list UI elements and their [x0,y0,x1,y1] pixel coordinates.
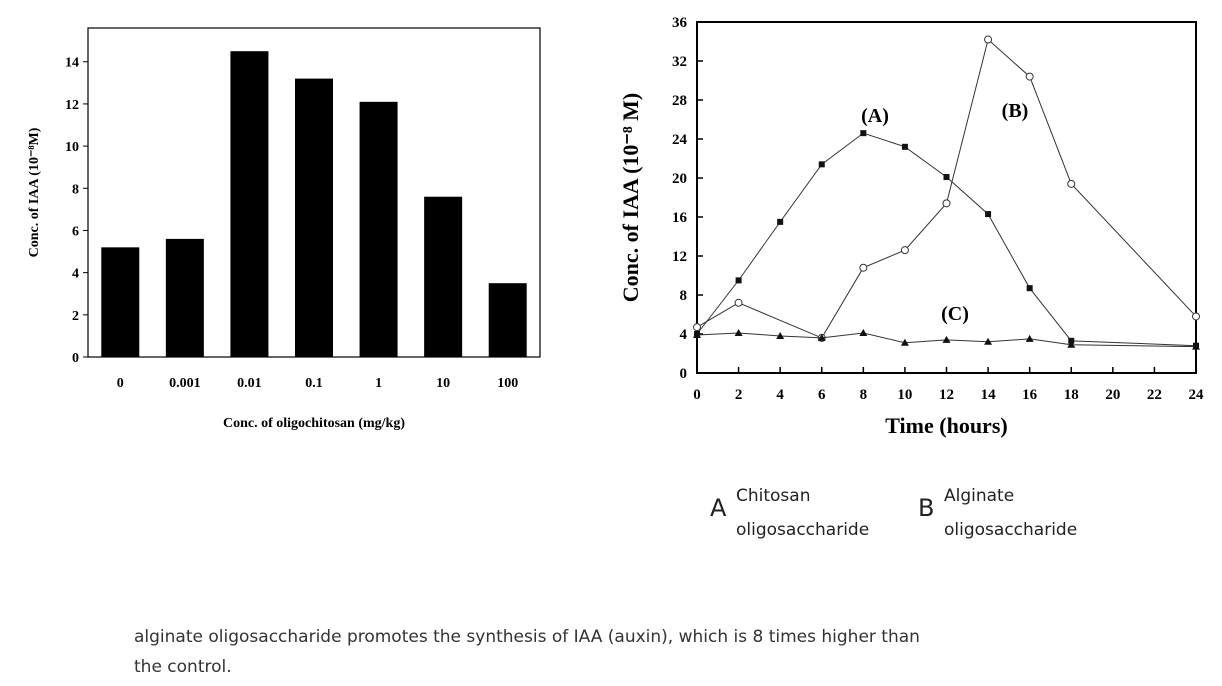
marker [901,143,908,150]
x-tick-label: 16 [1022,387,1038,403]
series-line [696,38,1197,339]
x-tick-label: 2 [735,387,743,403]
marker [777,218,784,225]
marker [984,337,993,345]
bar [230,51,269,357]
marker [985,211,992,218]
x-tick-label: 10 [897,387,912,403]
marker [734,298,743,307]
series-label: (A) [861,105,889,127]
x-tick-label: 12 [939,387,954,403]
y-tick-label: 36 [672,15,688,31]
bar [359,101,398,357]
marker [1025,72,1034,81]
y-axis-label: Conc. of IAA (10⁻⁸ M) [618,93,643,302]
marker [818,161,825,168]
caption: alginate oligosaccharide promotes the sy… [134,627,920,647]
x-tick-label: 20 [1105,387,1120,403]
y-tick-label: 12 [65,98,79,113]
x-tick-label: 18 [1064,387,1079,403]
y-tick-label: 8 [680,288,688,304]
bar [165,238,204,357]
y-tick-label: 24 [672,132,688,148]
y-tick-label: 12 [672,249,687,265]
x-axis-label: Time (hours) [885,413,1007,438]
x-tick-label: 0.1 [305,376,323,391]
marker [942,199,951,208]
x-tick-label: 8 [860,387,868,403]
x-tick-label: 14 [981,387,997,403]
note-text: Chitosan [736,486,810,506]
y-axis-label: Conc. of IAA (10⁻⁸M) [27,127,42,257]
marker [900,246,909,255]
x-tick-label: 4 [776,387,784,403]
note-letter: B [918,494,934,522]
marker [943,174,950,181]
y-tick-label: 10 [65,140,79,155]
marker [1025,334,1034,342]
marker [734,329,743,337]
bar [101,247,140,357]
marker [1192,342,1200,350]
x-tick-label: 0.001 [169,376,201,391]
marker [693,330,701,338]
y-tick-label: 0 [680,366,688,382]
marker [693,323,701,332]
marker [859,329,868,337]
marker [817,333,826,341]
x-tick-label: 1 [375,376,382,391]
x-tick-label: 0 [693,387,701,403]
x-tick-label: 0 [117,376,124,391]
y-tick-label: 8 [72,182,79,197]
y-tick-label: 2 [72,309,79,324]
marker [1192,312,1200,321]
x-tick-label: 100 [497,376,518,391]
y-tick-label: 28 [672,93,687,109]
marker [1067,340,1076,348]
marker [984,35,993,44]
y-tick-label: 32 [672,54,687,70]
y-tick-label: 14 [65,56,79,71]
marker [900,338,909,346]
series-label: (B) [1002,100,1029,122]
caption: the control. [134,657,232,677]
marker [776,331,785,339]
marker [942,335,951,343]
bar [295,78,333,357]
x-tick-label: 0.01 [237,376,262,391]
y-tick-label: 6 [72,224,79,239]
marker [1067,179,1076,188]
note-text: Alginate [944,486,1014,506]
y-tick-label: 20 [672,171,687,187]
x-axis-label: Conc. of oligochitosan (mg/kg) [223,416,405,431]
y-tick-label: 4 [72,267,79,282]
bar [424,196,463,357]
marker [1026,285,1033,292]
x-tick-label: 22 [1147,387,1162,403]
y-tick-label: 16 [672,210,688,226]
x-tick-label: 24 [1189,387,1205,403]
x-tick-label: 6 [818,387,826,403]
series-label: (C) [941,303,969,325]
note-text: oligosaccharide [736,520,869,540]
y-tick-label: 4 [680,327,688,343]
marker [859,263,868,272]
marker [860,130,867,137]
x-tick-label: 10 [436,376,450,391]
bar [488,283,527,357]
note-letter: A [710,494,727,522]
note-text: oligosaccharide [944,520,1077,540]
y-tick-label: 0 [72,351,79,366]
marker [735,277,742,284]
